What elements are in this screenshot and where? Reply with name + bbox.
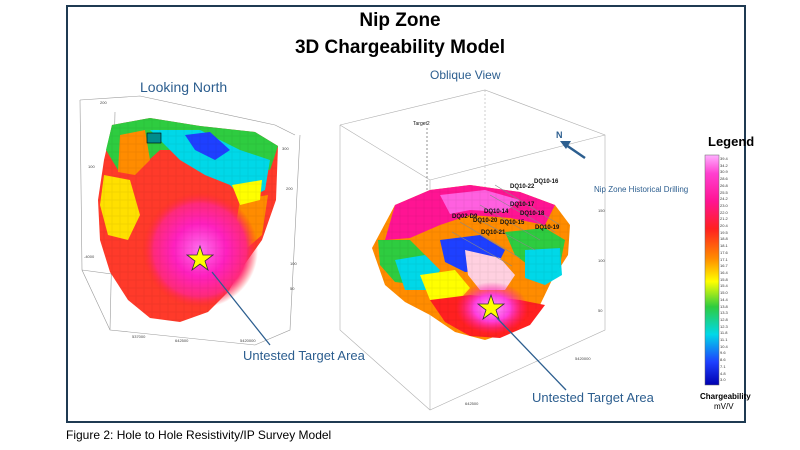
svg-text:50: 50 bbox=[598, 308, 603, 313]
star-icon-right bbox=[476, 293, 506, 321]
right-axis-labels: 150 100 50 642500 5420000 bbox=[465, 208, 605, 406]
target2-label: Target2 bbox=[413, 121, 430, 127]
pointer-line-right bbox=[496, 317, 567, 391]
legend-unit: mV/V bbox=[714, 402, 734, 411]
svg-text:5420000: 5420000 bbox=[575, 356, 591, 361]
legend-tick: 17.6 bbox=[720, 249, 728, 255]
legend-tick: 7.1 bbox=[720, 363, 726, 369]
view-label-right: Oblique View bbox=[430, 68, 501, 82]
page-title: Nip Zone bbox=[359, 10, 441, 31]
untested-target-label-right: Untested Target Area bbox=[532, 390, 654, 405]
hole-label: DQ10-21 bbox=[481, 230, 506, 236]
drill-hole-traces bbox=[451, 184, 561, 267]
legend-tick: 28.6 bbox=[720, 176, 728, 182]
figure-caption: Figure 2: Hole to Hole Resistivity/IP Su… bbox=[66, 428, 332, 442]
svg-text:200: 200 bbox=[100, 100, 107, 105]
hole-label: DQ10-20 bbox=[473, 218, 498, 224]
left-hole-marker bbox=[146, 132, 162, 144]
legend-tick: 34.2 bbox=[720, 162, 728, 168]
hole-label: DQ10-22 bbox=[510, 184, 535, 190]
legend-colorbar bbox=[704, 154, 720, 386]
legend-tick: 3.0 bbox=[720, 377, 726, 383]
left-axis-labels: 200 100 300 200 100 50 537000 642500 5420000… bbox=[84, 100, 297, 343]
legend-tick: 11.1 bbox=[720, 337, 728, 343]
svg-text:537000: 537000 bbox=[132, 334, 146, 339]
svg-text:150: 150 bbox=[598, 208, 605, 213]
svg-text:300: 300 bbox=[282, 146, 289, 151]
legend-tick: 18.1 bbox=[720, 243, 728, 249]
hole-label: DQ10-17 bbox=[510, 202, 535, 208]
svg-text:642500: 642500 bbox=[175, 338, 189, 343]
legend-tick: 19.5 bbox=[720, 229, 728, 235]
view-label-left: Looking North bbox=[140, 79, 228, 95]
svg-text:100: 100 bbox=[88, 164, 95, 169]
legend-tick: 21.2 bbox=[720, 216, 728, 222]
svg-text:100: 100 bbox=[598, 258, 605, 263]
hole-label: DQ10-19 bbox=[535, 225, 560, 231]
legend-tick: 10.4 bbox=[720, 343, 728, 349]
hole-label: DQ10-18 bbox=[520, 211, 545, 217]
legend-tick: 24.2 bbox=[720, 196, 728, 202]
legend-tick: 22.0 bbox=[720, 209, 728, 215]
north-label: N bbox=[556, 130, 563, 140]
legend-tick: 15.4 bbox=[720, 283, 728, 289]
drill-hole-labels: DQ10-16 DQ10-22 DQ10-17 DQ10-18 DQ02-D9 … bbox=[452, 179, 560, 236]
legend-tick: 13.3 bbox=[720, 310, 728, 316]
legend-tick: 16.7 bbox=[720, 263, 728, 269]
legend-tick: 4.8 bbox=[720, 370, 726, 376]
pointer-line-left bbox=[211, 271, 271, 346]
hole-label: DQ02-D9 bbox=[452, 214, 478, 220]
legend-tick: 23.0 bbox=[720, 202, 728, 208]
star-icon-left bbox=[185, 244, 215, 272]
svg-text:-4000: -4000 bbox=[84, 254, 95, 259]
north-arrow-icon bbox=[560, 141, 586, 160]
legend-tick: 30.9 bbox=[720, 169, 728, 175]
svg-text:200: 200 bbox=[286, 186, 293, 191]
legend-tick: 9.6 bbox=[720, 350, 726, 356]
legend-tick: 39.4 bbox=[720, 156, 728, 161]
svg-text:5420000: 5420000 bbox=[240, 338, 256, 343]
legend-variable: Chargeability bbox=[700, 392, 751, 401]
page-subtitle: 3D Chargeability Model bbox=[294, 37, 506, 58]
legend-tick: 18.8 bbox=[720, 236, 728, 242]
svg-text:100: 100 bbox=[290, 261, 297, 266]
legend-tick: 16.4 bbox=[720, 270, 728, 275]
legend-tick: 13.8 bbox=[720, 303, 728, 309]
legend-tick: 17.1 bbox=[720, 256, 728, 262]
svg-text:642500: 642500 bbox=[465, 401, 479, 406]
historical-drilling-label: Nip Zone Historical Drilling bbox=[594, 185, 689, 194]
legend-title: Legend bbox=[708, 134, 755, 149]
hole-label: DQ10-14 bbox=[484, 209, 509, 215]
legend-tick: 20.4 bbox=[720, 223, 728, 229]
untested-target-label-left: Untested Target Area bbox=[243, 348, 365, 363]
legend-tick: 14.4 bbox=[720, 296, 728, 302]
svg-text:50: 50 bbox=[290, 286, 295, 291]
legend-tick: 12.3 bbox=[720, 323, 728, 329]
legend-tick: 12.8 bbox=[720, 316, 728, 322]
left-model bbox=[98, 118, 278, 322]
right-model bbox=[372, 185, 570, 340]
legend-tick: 15.0 bbox=[720, 290, 728, 296]
legend-tick: 11.8 bbox=[720, 330, 728, 336]
hole-label: DQ10-16 bbox=[534, 179, 559, 185]
legend-tick: 25.5 bbox=[720, 189, 728, 195]
legend-tick: 8.6 bbox=[720, 357, 726, 363]
hole-label: DQ10-15 bbox=[500, 220, 525, 226]
legend-tick: 15.8 bbox=[720, 276, 728, 282]
legend-tick: 26.8 bbox=[720, 182, 728, 188]
legend-tick-labels: 39.4 34.2 30.9 28.6 26.8 25.5 24.2 23.0 22.0 21.2… bbox=[720, 157, 736, 385]
